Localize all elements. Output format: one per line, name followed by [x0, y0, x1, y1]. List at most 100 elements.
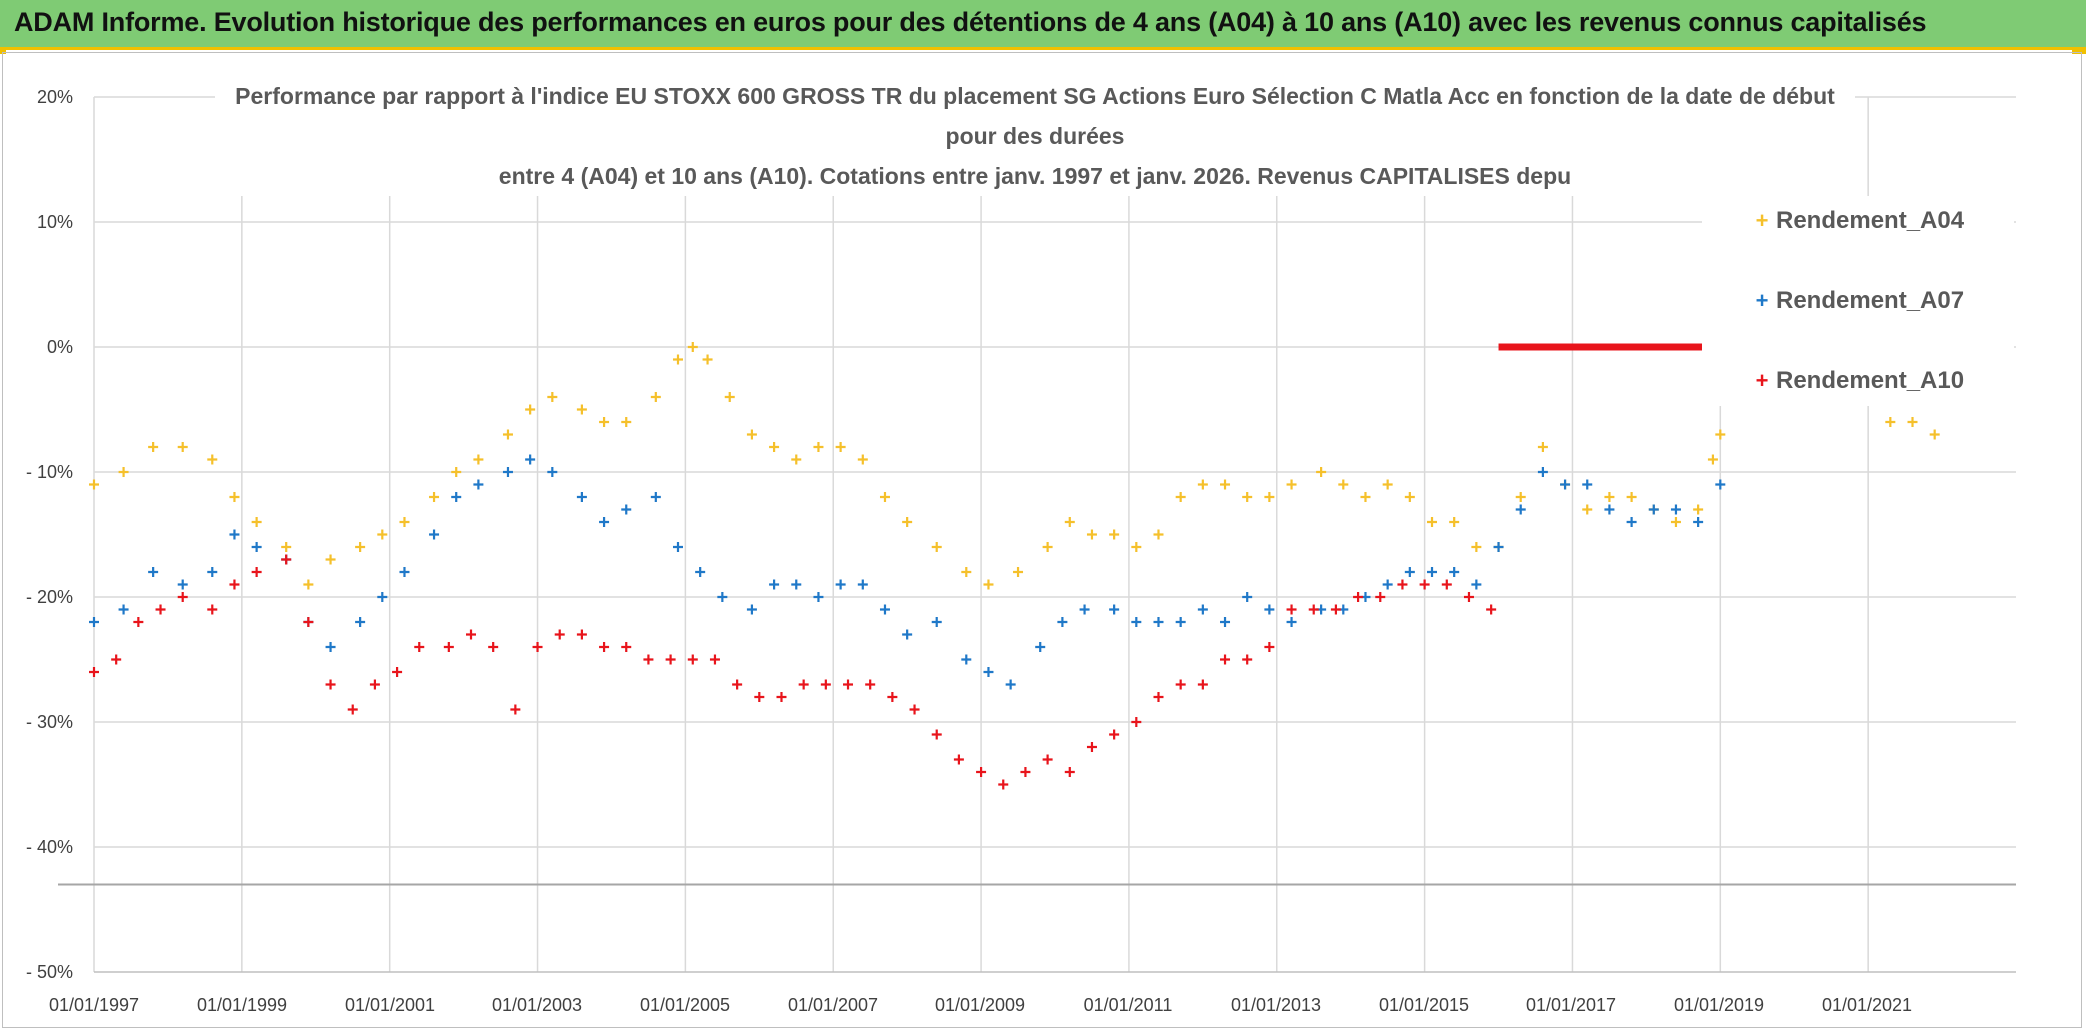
point-a07: [791, 579, 802, 590]
point-a10: [1375, 592, 1386, 602]
point-a04: [961, 567, 972, 577]
point-a07: [1242, 592, 1253, 602]
point-a04: [1471, 542, 1482, 552]
x-tick-label: 01/01/2013: [1231, 995, 1321, 1015]
legend-item-a07[interactable]: + Rendement_A07: [1756, 287, 1964, 314]
point-a10: [754, 692, 765, 702]
point-a10: [1330, 604, 1341, 615]
point-a07: [1109, 604, 1120, 615]
y-tick-label: - 10%: [26, 462, 73, 482]
point-a10: [976, 767, 987, 777]
point-a07: [1670, 504, 1681, 515]
point-a04: [1907, 417, 1918, 427]
point-a04: [879, 492, 890, 502]
point-a04: [1042, 542, 1053, 552]
x-tick-label: 01/01/2019: [1674, 995, 1764, 1015]
point-a04: [599, 417, 610, 427]
legend-item-a10[interactable]: + Rendement_A10: [1756, 367, 1964, 394]
legend-marker-a07: +: [1756, 288, 1769, 313]
point-a10: [732, 679, 743, 690]
point-a07: [1693, 517, 1704, 527]
data-points: [89, 342, 1948, 790]
point-a07: [1537, 467, 1548, 477]
point-a10: [1153, 692, 1164, 702]
y-tick-label: - 20%: [26, 587, 73, 607]
point-a10: [1109, 729, 1120, 740]
point-a07: [1057, 617, 1068, 627]
x-tick-label: 01/01/2001: [345, 995, 435, 1015]
point-a10: [177, 592, 188, 602]
point-a10: [1486, 604, 1497, 615]
point-a10: [488, 642, 499, 652]
x-tick-label: 01/01/2003: [492, 995, 582, 1015]
point-a04: [251, 517, 262, 527]
point-a07: [902, 629, 913, 640]
point-a04: [547, 392, 558, 402]
point-a07: [1648, 504, 1659, 515]
point-a04: [746, 429, 757, 440]
point-a10: [251, 567, 262, 577]
point-a10: [155, 604, 166, 615]
point-a10: [303, 617, 314, 627]
point-a10: [207, 604, 218, 615]
point-a10: [621, 642, 632, 652]
point-a04: [1670, 517, 1681, 527]
point-a07: [1220, 617, 1231, 627]
point-a07: [1582, 479, 1593, 490]
point-a07: [399, 567, 410, 577]
point-a04: [377, 529, 388, 540]
point-a04: [473, 454, 484, 465]
point-a04: [1175, 492, 1186, 502]
point-a07: [1382, 579, 1393, 590]
point-a07: [377, 592, 388, 602]
point-a07: [1079, 604, 1090, 615]
x-tick-label: 01/01/2007: [788, 995, 878, 1015]
point-a04: [1197, 479, 1208, 490]
point-a07: [1175, 617, 1186, 627]
point-a04: [1064, 517, 1075, 527]
point-a04: [1707, 454, 1718, 465]
report-banner: ADAM Informe. Evolution historique des p…: [0, 0, 2086, 50]
point-a10: [1463, 592, 1474, 602]
point-a10: [687, 654, 698, 665]
point-a04: [1404, 492, 1415, 502]
point-a07: [650, 492, 661, 502]
point-a04: [118, 467, 129, 477]
point-a07: [325, 642, 336, 652]
legend-item-a04[interactable]: + Rendement_A04: [1756, 207, 1965, 234]
point-a07: [857, 579, 868, 590]
point-a10: [532, 642, 543, 652]
point-a04: [1338, 479, 1349, 490]
point-a10: [599, 642, 610, 652]
point-a04: [1427, 517, 1438, 527]
point-a04: [672, 354, 683, 365]
point-a10: [1042, 754, 1053, 765]
point-a04: [791, 454, 802, 465]
point-a07: [502, 467, 513, 477]
point-a04: [724, 392, 735, 402]
point-a04: [576, 404, 587, 415]
point-a04: [1242, 492, 1253, 502]
legend-label-a07: Rendement_A07: [1776, 287, 1964, 314]
point-a10: [1308, 604, 1319, 615]
chart-title-line-2: pour des durées: [946, 123, 1125, 149]
x-tick-label: 01/01/2017: [1526, 995, 1616, 1015]
point-a07: [746, 604, 757, 615]
point-a10: [820, 679, 831, 690]
point-a10: [1441, 579, 1452, 590]
point-a04: [813, 442, 824, 452]
point-a07: [1449, 567, 1460, 577]
point-a10: [1397, 579, 1408, 590]
point-a04: [1264, 492, 1275, 502]
point-a07: [207, 567, 218, 577]
point-a10: [1131, 717, 1142, 727]
point-a10: [369, 679, 380, 690]
point-a10: [998, 779, 1009, 790]
point-a04: [931, 542, 942, 552]
point-a07: [89, 617, 99, 627]
chart-title-line-1: Performance par rapport à l'indice EU ST…: [235, 83, 1835, 109]
point-a04: [451, 467, 462, 477]
point-a10: [643, 654, 654, 665]
legend-marker-a04: +: [1756, 208, 1769, 233]
